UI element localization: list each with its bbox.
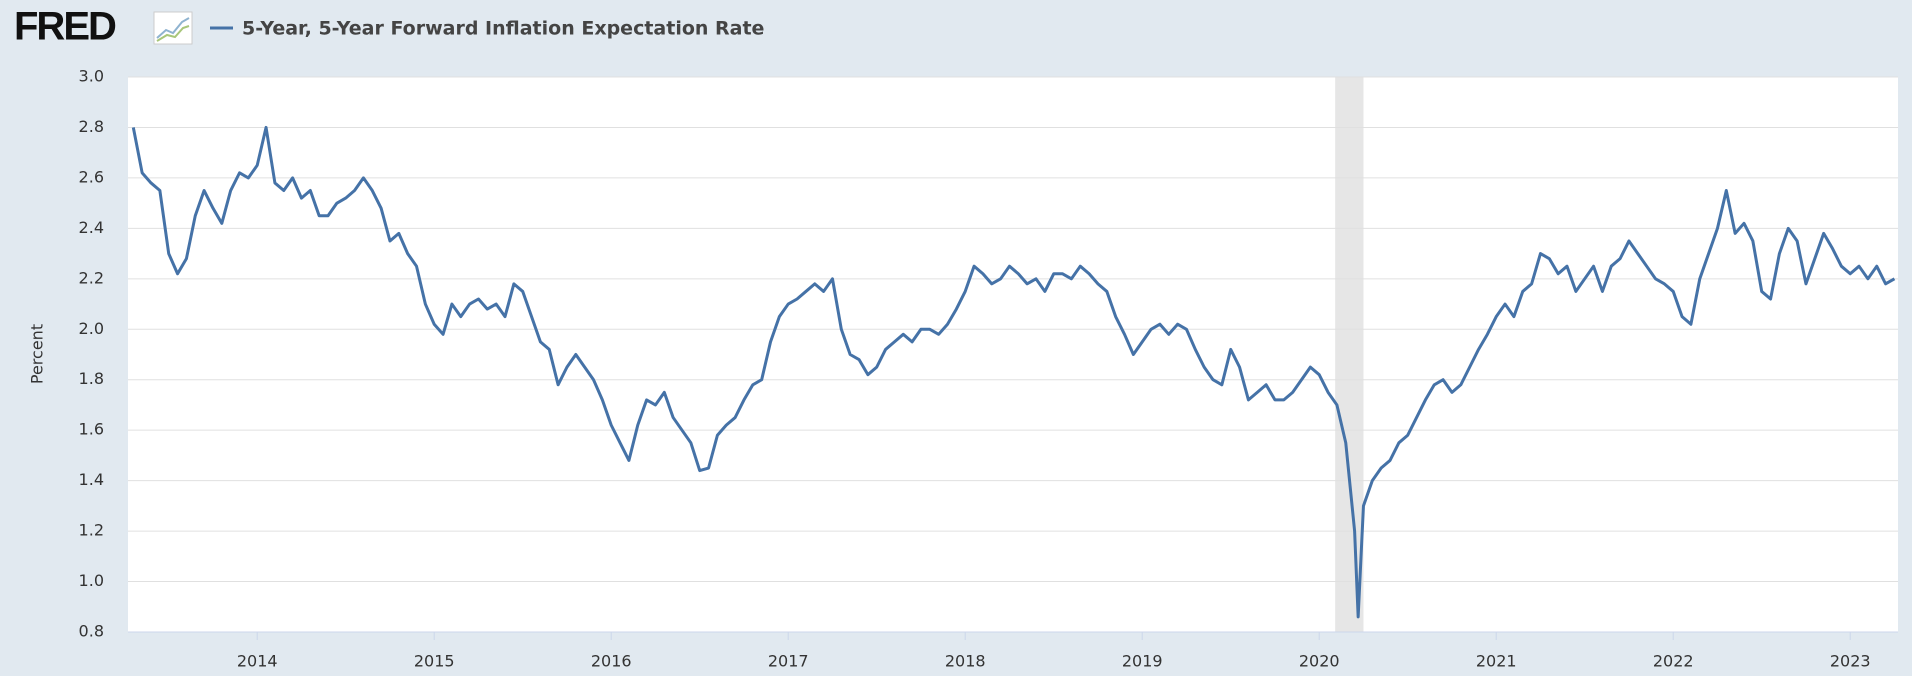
x-tick-label: 2017	[768, 652, 809, 671]
series-line	[131, 125, 1896, 619]
x-tick-label: 2020	[1299, 652, 1340, 671]
x-tick-label: 2022	[1653, 652, 1694, 671]
x-tick-label: 2015	[414, 652, 455, 671]
x-tick-label: 2018	[945, 652, 986, 671]
x-tick-label: 2019	[1122, 652, 1163, 671]
x-tick-label: 2023	[1830, 652, 1871, 671]
y-tick-label: 1.0	[79, 571, 104, 590]
y-tick-label: 1.4	[79, 470, 104, 489]
y-tick-label: 1.8	[79, 369, 104, 388]
plot-area	[128, 77, 1898, 632]
y-axis-label: Percent	[28, 324, 47, 384]
y-tick-label: 2.8	[79, 117, 104, 136]
recession-band	[1335, 77, 1364, 632]
x-tick-label: 2021	[1476, 652, 1517, 671]
y-tick-label: 3.0	[79, 67, 104, 86]
y-tick-label: 2.2	[79, 268, 104, 287]
x-tick-label: 2014	[237, 652, 278, 671]
icon-line	[156, 25, 190, 42]
y-tick-label: 1.2	[79, 521, 104, 540]
legend-label: 5-Year, 5-Year Forward Inflation Expecta…	[242, 18, 764, 40]
logo-icon	[153, 11, 193, 45]
icon-line	[156, 17, 190, 39]
y-tick-label: 2.4	[79, 218, 104, 237]
y-tick-label: 2.6	[79, 167, 104, 186]
x-tick-label: 2016	[591, 652, 632, 671]
y-tick-label: 1.6	[79, 420, 104, 439]
logo: FRED	[14, 5, 116, 49]
y-tick-label: 0.8	[79, 622, 104, 641]
y-tick-label: 2.0	[79, 319, 104, 338]
